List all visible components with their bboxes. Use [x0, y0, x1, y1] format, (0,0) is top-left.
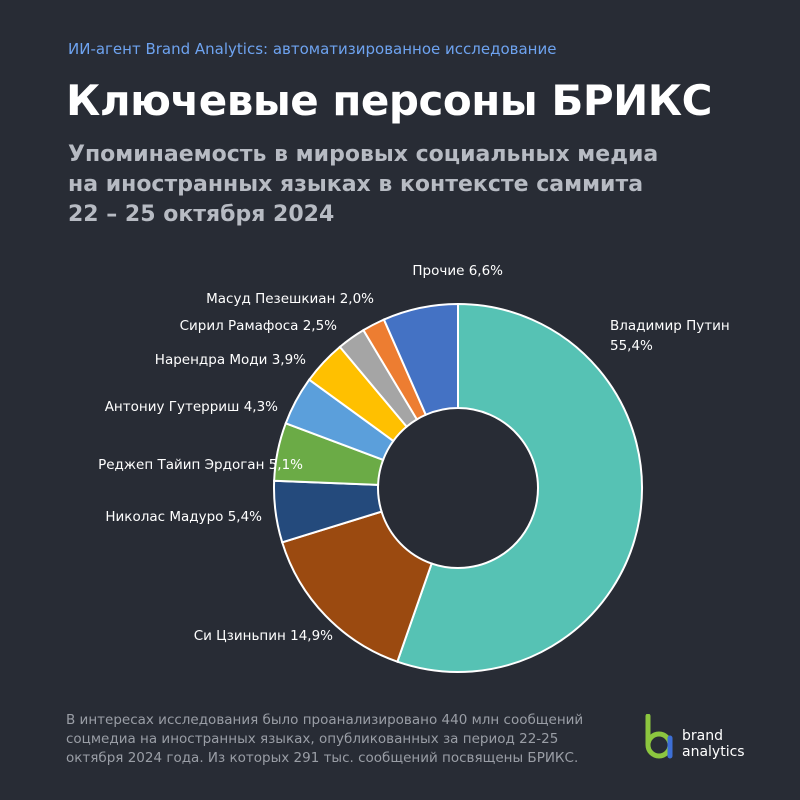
slice-label: Сирил Рамафоса 2,5%	[180, 318, 338, 334]
page-title: Ключевые персоны БРИКС	[66, 76, 712, 125]
donut-chart: Владимир Путин 55,4% Си Цзиньпин 14,9% Нико…	[98, 263, 730, 673]
donut-slice	[382, 302, 459, 417]
slice-label: Реджеп Тайип Эрдоган 5,1%	[98, 457, 303, 473]
brand-line-1: brand	[682, 728, 723, 744]
brand-analytics-logo-icon	[645, 714, 673, 759]
slice-label: Прочие 6,6%	[412, 263, 503, 279]
slice-label: Си Цзиньпин 14,9%	[194, 628, 333, 644]
page-subtitle: Упоминаемость в мировых социальных медиа…	[68, 140, 748, 230]
subtitle-line: Упоминаемость в мировых социальных медиа	[68, 142, 659, 167]
brand-wordmark: brand analytics	[682, 728, 745, 760]
brand-logo: brand analytics	[640, 714, 770, 760]
footnote-line: соцмедиа на иностранных языках, опублико…	[66, 731, 559, 747]
donut-slice	[280, 510, 433, 663]
slice-label: Николас Мадуро 5,4%	[105, 509, 262, 525]
brand-line-2: analytics	[682, 744, 745, 760]
footnote: В интересах исследования было проанализи…	[66, 711, 626, 768]
slice-label: Нарендра Моди 3,9%	[155, 352, 306, 368]
report-kicker: ИИ-агент Brand Analytics: автоматизирова…	[68, 40, 557, 58]
slice-label: Масуд Пезешкиан 2,0%	[206, 291, 374, 307]
slice-label: Антониу Гутерриш 4,3%	[105, 399, 278, 415]
footnote-line: октября 2024 года. Из которых 291 тыс. с…	[66, 750, 579, 766]
slice-label: Владимир Путин 55,4%	[610, 318, 730, 354]
subtitle-line: 22 – 25 октября 2024	[68, 202, 335, 227]
subtitle-line: на иностранных языках в контексте саммит…	[68, 172, 644, 197]
footnote-line: В интересах исследования было проанализи…	[66, 712, 584, 728]
